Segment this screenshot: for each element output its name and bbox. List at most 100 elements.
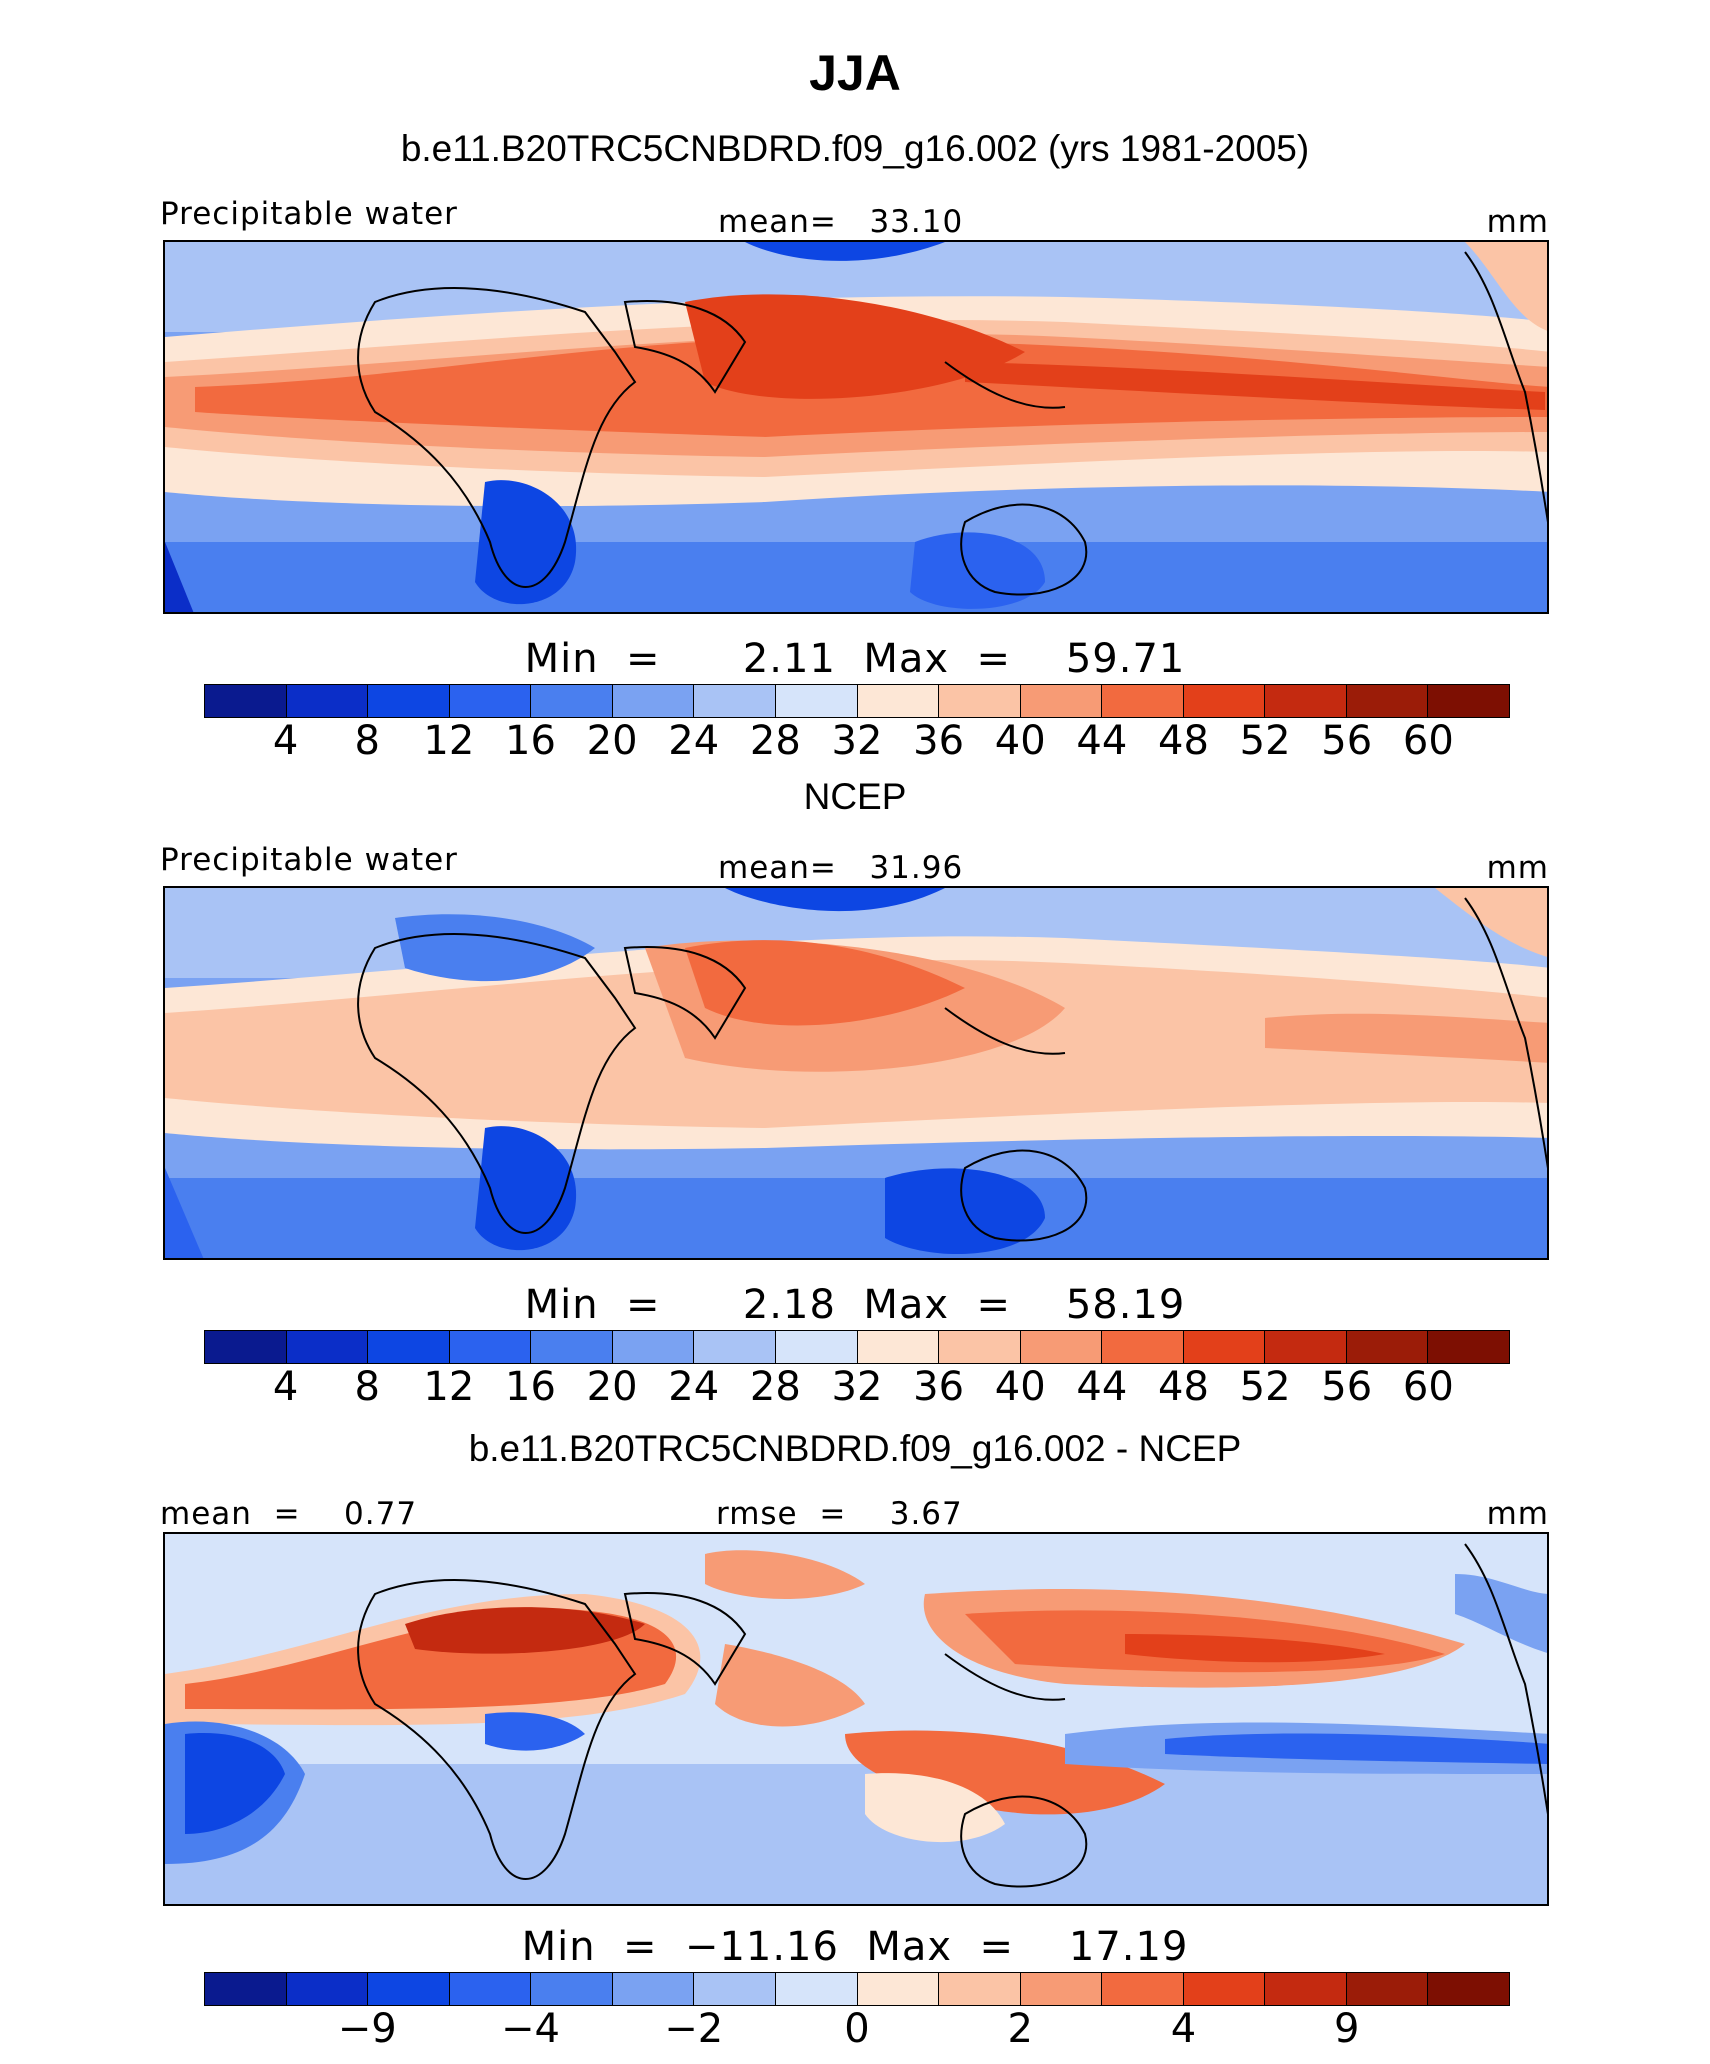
colorbar-cell <box>775 685 858 717</box>
colorbar-cell <box>205 685 287 717</box>
colorbar-cell <box>368 1331 450 1363</box>
colorbar-tick-label: 20 <box>586 1364 638 1410</box>
panel1-minmax: Min = 2.11 Max = 59.71 <box>524 636 1186 682</box>
panel2-units-label: mm <box>1486 850 1549 886</box>
colorbar-tick-label: 16 <box>505 1364 556 1410</box>
panel3-units-label: mm <box>1486 1496 1549 1532</box>
colorbar-cell <box>939 1331 1021 1363</box>
colorbar-cell <box>1265 1973 1347 2005</box>
colorbar-cell <box>205 1973 287 2005</box>
colorbar-cell <box>1346 685 1429 717</box>
panel1-variable-label: Precipitable water <box>160 196 458 232</box>
panel3-minmax: Min = −11.16 Max = 17.19 <box>521 1924 1189 1970</box>
colorbar-cell <box>1428 1331 1509 1363</box>
colorbar-tick-label: 8 <box>354 1364 380 1410</box>
colorbar-cell <box>857 1331 940 1363</box>
colorbar-tick-label: 52 <box>1239 1364 1291 1410</box>
colorbar-cell <box>449 1973 532 2005</box>
colorbar-tick-label: 28 <box>749 718 801 764</box>
colorbar-cell <box>694 685 776 717</box>
colorbar-cell <box>694 1331 776 1363</box>
colorbar-tick-label: 52 <box>1239 718 1291 764</box>
colorbar-cell <box>1020 1973 1103 2005</box>
colorbar-cell <box>1020 685 1103 717</box>
colorbar-tick-label: 28 <box>749 1364 801 1410</box>
colorbar-cell <box>1428 1973 1509 2005</box>
colorbar-tick-label: 48 <box>1158 718 1209 764</box>
colorbar-tick-label: 24 <box>668 1364 720 1410</box>
panel2-colorbar-ticks: 4 8 12 16 20 24 28 32 36 40 44 48 52 56 60 <box>204 1364 1510 1414</box>
panel2-mean-label: mean= 31.96 <box>718 850 964 886</box>
colorbar-tick-label: 40 <box>994 718 1046 764</box>
colorbar-cell <box>1346 1973 1429 2005</box>
colorbar-cell <box>531 1331 613 1363</box>
colorbar-cell <box>939 685 1021 717</box>
colorbar-cell <box>694 1973 776 2005</box>
panel1-colorbar-ticks: 4 8 12 16 20 24 28 32 36 40 44 48 52 56 60 <box>204 718 1510 768</box>
colorbar-tick-label: −2 <box>664 2006 724 2052</box>
panel2-minmax: Min = 2.18 Max = 58.19 <box>524 1282 1186 1328</box>
colorbar-tick-label: 60 <box>1402 1364 1454 1410</box>
colorbar-cell <box>1183 1331 1266 1363</box>
colorbar-cell <box>1102 1331 1184 1363</box>
colorbar-cell <box>775 1331 858 1363</box>
colorbar-tick-label: 56 <box>1321 1364 1373 1410</box>
panel3-colorbar-ticks: −9 −4 −2 0 2 4 9 <box>204 2006 1510 2056</box>
panel3-subtitle: b.e11.B20TRC5CNBDRD.f09_g16.002 - NCEP <box>468 1428 1242 1469</box>
colorbar-cell <box>612 685 695 717</box>
colorbar-tick-label: 9 <box>1334 2006 1360 2052</box>
colorbar-cell <box>286 685 369 717</box>
colorbar-tick-label: 12 <box>423 718 475 764</box>
colorbar-cell <box>368 1973 450 2005</box>
panel1-subtitle: b.e11.B20TRC5CNBDRD.f09_g16.002 (yrs 198… <box>400 128 1310 169</box>
colorbar-tick-label: 44 <box>1076 718 1128 764</box>
colorbar-tick-label: 2 <box>1007 2006 1033 2052</box>
panel3-colorbar <box>204 1972 1510 2006</box>
colorbar-cell <box>205 1331 287 1363</box>
colorbar-cell <box>1102 685 1184 717</box>
ncep-precipitable-water-map <box>163 886 1549 1260</box>
colorbar-cell <box>1183 1973 1266 2005</box>
colorbar-cell <box>612 1973 695 2005</box>
colorbar-tick-label: −9 <box>337 2006 397 2052</box>
colorbar-cell <box>1346 1331 1429 1363</box>
panel2-subtitle: NCEP <box>803 776 907 817</box>
panel2-variable-label: Precipitable water <box>160 842 458 878</box>
panel2-colorbar <box>204 1330 1510 1364</box>
colorbar-cell <box>939 1973 1021 2005</box>
colorbar-cell <box>1183 685 1266 717</box>
colorbar-tick-label: 8 <box>354 718 380 764</box>
colorbar-tick-label: 32 <box>831 1364 883 1410</box>
colorbar-cell <box>1102 1973 1184 2005</box>
panel3-mean-label: mean = 0.77 <box>160 1496 418 1532</box>
colorbar-tick-label: 24 <box>668 718 720 764</box>
panel1-colorbar <box>204 684 1510 718</box>
colorbar-cell <box>531 685 613 717</box>
colorbar-tick-label: 36 <box>913 718 965 764</box>
colorbar-tick-label: 12 <box>423 1364 475 1410</box>
colorbar-tick-label: 40 <box>994 1364 1046 1410</box>
panel1-mean-label: mean= 33.10 <box>718 204 964 240</box>
model-precipitable-water-map <box>163 240 1549 614</box>
panel3-rmse-label: rmse = 3.67 <box>716 1496 963 1532</box>
colorbar-tick-label: 56 <box>1321 718 1373 764</box>
colorbar-cell <box>1265 1331 1347 1363</box>
colorbar-cell <box>286 1973 369 2005</box>
colorbar-cell <box>1020 1331 1103 1363</box>
colorbar-cell <box>531 1973 613 2005</box>
colorbar-tick-label: −4 <box>501 2006 560 2052</box>
colorbar-cell <box>1428 685 1509 717</box>
colorbar-cell <box>368 685 450 717</box>
colorbar-tick-label: 4 <box>1170 2006 1197 2052</box>
difference-map <box>163 1532 1549 1906</box>
colorbar-tick-label: 4 <box>272 1364 299 1410</box>
colorbar-cell <box>449 1331 532 1363</box>
panel1-units-label: mm <box>1486 204 1549 240</box>
colorbar-cell <box>857 685 940 717</box>
colorbar-cell <box>286 1331 369 1363</box>
figure-title: JJA <box>809 45 901 101</box>
colorbar-cell <box>857 1973 940 2005</box>
colorbar-cell <box>775 1973 858 2005</box>
colorbar-tick-label: 0 <box>844 2006 870 2052</box>
colorbar-tick-label: 16 <box>505 718 556 764</box>
